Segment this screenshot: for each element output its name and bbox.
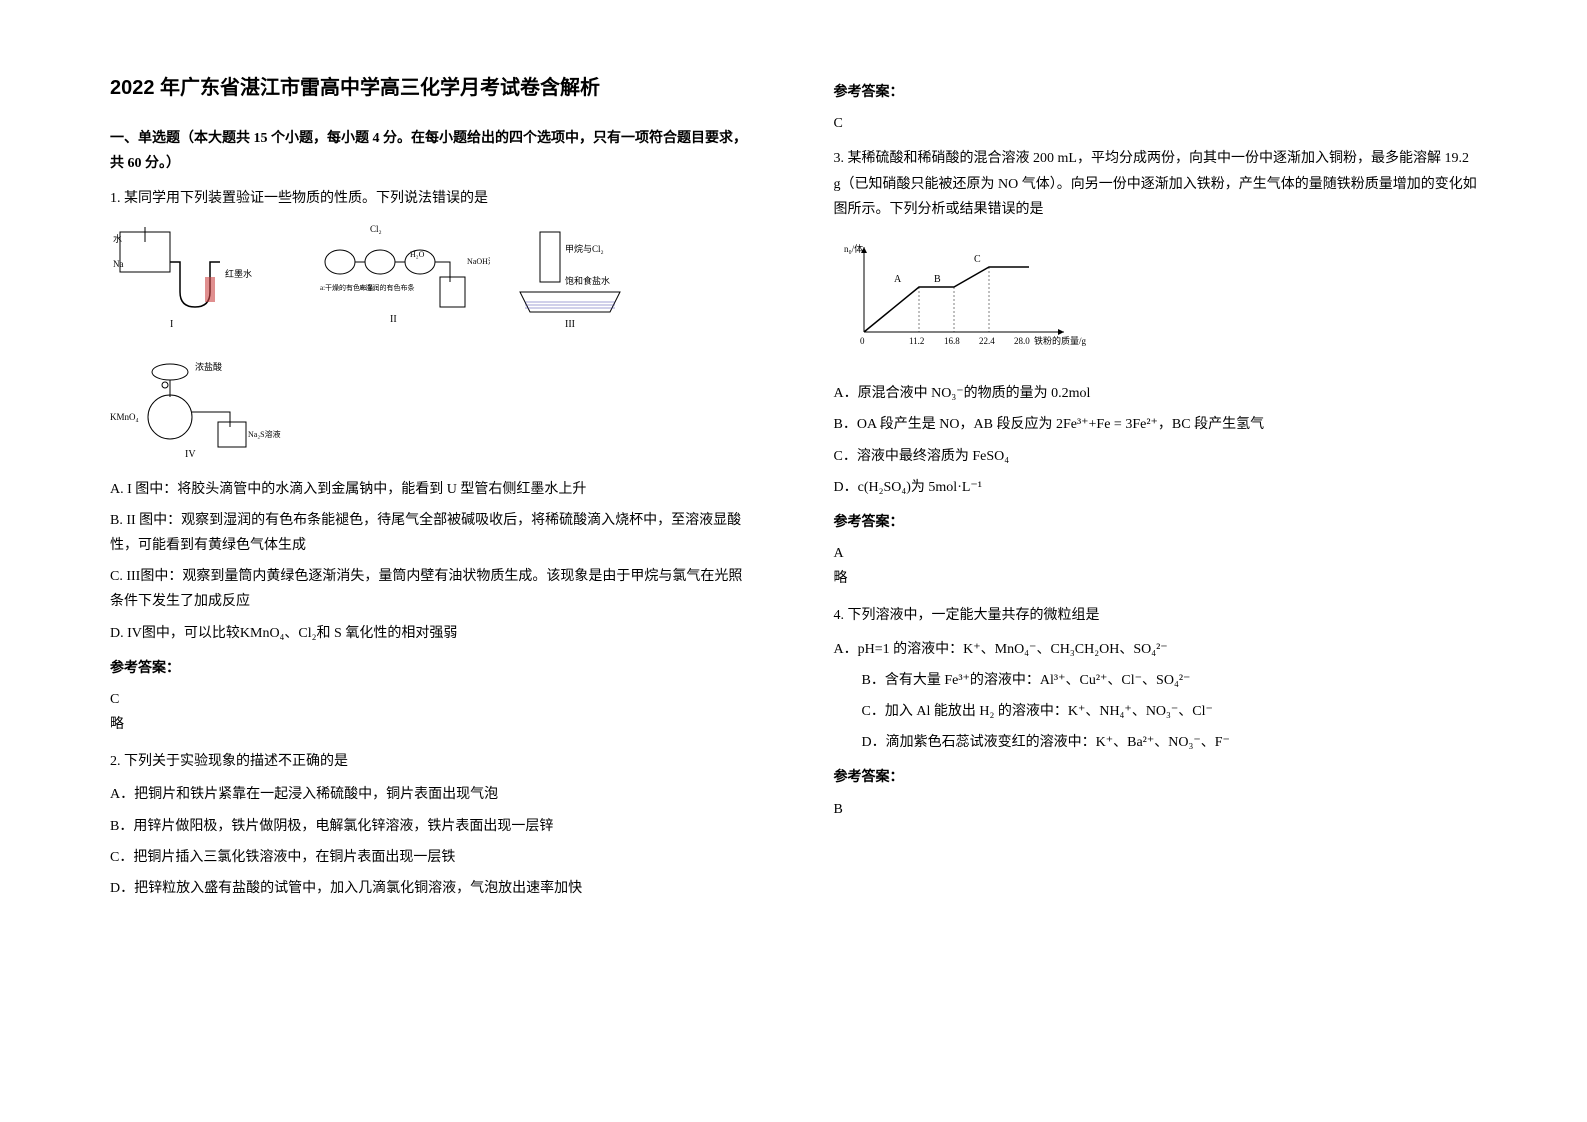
diagram-2: Cl₂ H₂O NaOH溶液 a:干燥的有色布条 b:湿润的有色布条 II <box>310 222 490 332</box>
q4-answer-label: 参考答案： <box>834 765 1478 790</box>
graph-ylabel: n₀/体 <box>844 243 863 254</box>
q2-optB: B．用锌片做阳极，铁片做阴极，电解氯化锌溶液，铁片表面出现一层锌 <box>110 814 754 839</box>
q1-optC: C. III图中：观察到量筒内黄绿色逐渐消失，量筒内壁有油状物质生成。该现象是由… <box>110 564 754 614</box>
q2-answer: C <box>834 111 1478 136</box>
q1-optD: D. IV图中，可以比较KMnO₄、Cl₂和 S 氧化性的相对强弱 <box>110 621 754 646</box>
section-header: 一、单选题（本大题共 15 个小题，每小题 4 分。在每小题给出的四个选项中，只… <box>110 126 754 176</box>
q3-graph-svg: n₀/体 A B C 0 11.2 16.8 22.4 28.0 铁粉的质量/g <box>834 232 1094 362</box>
q3-stem: 3. 某稀硫酸和稀硝酸的混合溶液 200 mL，平均分成两份，向其中一份中逐渐加… <box>834 146 1478 222</box>
graph-pointB: B <box>934 274 941 285</box>
label-water: 水 <box>113 233 122 244</box>
graph-xt1: 11.2 <box>909 336 924 346</box>
question-3: 3. 某稀硫酸和稀硝酸的混合溶液 200 mL，平均分成两份，向其中一份中逐渐加… <box>834 146 1478 591</box>
q2-optD: D．把锌粒放入盛有盐酸的试管中，加入几滴氯化铜溶液，气泡放出速率加快 <box>110 876 754 901</box>
question-2: 2. 下列关于实验现象的描述不正确的是 A．把铜片和铁片紧靠在一起浸入稀硫酸中，… <box>110 749 754 901</box>
graph-xt0: 0 <box>860 336 865 346</box>
q1-explain: 略 <box>110 712 754 737</box>
apparatus-1-svg: 水 Na 红墨水 I <box>110 222 290 332</box>
q4-optA: A．pH=1 的溶液中：K⁺、MnO₄⁻、CH₃CH₂OH、SO₄²⁻ <box>834 637 1478 662</box>
q1-optB: B. II 图中：观察到湿润的有色布条能褪色，待尾气全部被碱吸收后，将稀硫酸滴入… <box>110 508 754 558</box>
question-4: 4. 下列溶液中，一定能大量共存的微粒组是 A．pH=1 的溶液中：K⁺、MnO… <box>834 603 1478 821</box>
label-num4: IV <box>185 449 196 460</box>
label-num3: III <box>565 319 575 330</box>
label-num2: II <box>390 314 397 325</box>
q2-stem: 2. 下列关于实验现象的描述不正确的是 <box>110 749 754 774</box>
q1-answer-label: 参考答案： <box>110 656 754 681</box>
label-hcl: 浓盐酸 <box>195 361 222 372</box>
apparatus-3-svg: 甲烷与Cl₂ 饱和食盐水 III <box>510 222 690 332</box>
left-column: 2022 年广东省湛江市雷高中学高三化学月考试卷含解析 一、单选题（本大题共 1… <box>90 70 794 1082</box>
exam-title: 2022 年广东省湛江市雷高中学高三化学月考试卷含解析 <box>110 70 754 106</box>
q2-optC: C．把铜片插入三氯化铁溶液中，在铜片表面出现一层铁 <box>110 845 754 870</box>
label-na2s: Na₂S溶液 <box>248 429 281 439</box>
q1-optA: A. I 图中：将胶头滴管中的水滴入到金属钠中，能看到 U 型管右侧红墨水上升 <box>110 477 754 502</box>
graph-xt3: 22.4 <box>979 336 995 346</box>
diagram-3: 甲烷与Cl₂ 饱和食盐水 III <box>510 222 690 332</box>
apparatus-4-svg: 浓盐酸 KMnO₄ Na₂S溶液 IV <box>110 352 290 462</box>
graph-xt4: 28.0 <box>1014 336 1030 346</box>
graph-xlabel: 铁粉的质量/g <box>1034 335 1087 346</box>
q3-answer-label: 参考答案： <box>834 510 1478 535</box>
question-1: 1. 某同学用下列装置验证一些物质的性质。下列说法错误的是 水 Na 红墨水 I… <box>110 186 754 737</box>
q3-graph: n₀/体 A B C 0 11.2 16.8 22.4 28.0 铁粉的质量/g <box>834 232 1478 371</box>
label-b: b:湿润的有色布条 <box>360 283 414 292</box>
q4-optB: B．含有大量 Fe³⁺的溶液中：Al³⁺、Cu²⁺、Cl⁻、SO₄²⁻ <box>862 668 1478 693</box>
q3-optD: D．c(H₂SO₄)为 5mol·L⁻¹ <box>834 475 1478 500</box>
label-cl2: Cl₂ <box>370 224 382 234</box>
q1-answer: C <box>110 687 754 712</box>
graph-pointA: A <box>894 274 902 285</box>
q4-answer: B <box>834 797 1478 822</box>
diagram-1: 水 Na 红墨水 I <box>110 222 290 332</box>
q3-optA: A．原混合液中 NO₃⁻的物质的量为 0.2mol <box>834 381 1478 406</box>
label-num1: I <box>170 319 173 330</box>
q1-diagrams: 水 Na 红墨水 I Cl₂ H₂O <box>110 222 754 462</box>
q3-answer: A <box>834 541 1478 566</box>
diagram-4: 浓盐酸 KMnO₄ Na₂S溶液 IV <box>110 352 290 462</box>
graph-xt2: 16.8 <box>944 336 960 346</box>
q3-explain: 略 <box>834 566 1478 591</box>
right-column: 参考答案： C 3. 某稀硫酸和稀硝酸的混合溶液 200 mL，平均分成两份，向… <box>794 70 1498 1082</box>
label-na: Na <box>113 259 124 269</box>
q4-optC: C．加入 Al 能放出 H₂ 的溶液中：K⁺、NH₄⁺、NO₃⁻、Cl⁻ <box>862 699 1478 724</box>
label-kmno4: KMnO₄ <box>110 412 139 422</box>
q3-optC: C．溶液中最终溶质为 FeSO₄ <box>834 444 1478 469</box>
apparatus-2-svg: Cl₂ H₂O NaOH溶液 a:干燥的有色布条 b:湿润的有色布条 II <box>310 222 490 332</box>
label-salt: 饱和食盐水 <box>565 275 610 286</box>
label-ink: 红墨水 <box>225 268 252 279</box>
q4-stem: 4. 下列溶液中，一定能大量共存的微粒组是 <box>834 603 1478 628</box>
graph-pointC: C <box>974 254 981 265</box>
q4-optD: D．滴加紫色石蕊试液变红的溶液中：K⁺、Ba²⁺、NO₃⁻、F⁻ <box>862 730 1478 755</box>
label-h2o: H₂O <box>410 250 425 259</box>
label-naoh: NaOH溶液 <box>467 256 490 266</box>
q2-answer-label: 参考答案： <box>834 80 1478 105</box>
label-ch4cl2: 甲烷与Cl₂ <box>565 243 604 254</box>
q1-stem: 1. 某同学用下列装置验证一些物质的性质。下列说法错误的是 <box>110 186 754 211</box>
q3-optB: B．OA 段产生是 NO，AB 段反应为 2Fe³⁺+Fe = 3Fe²⁺，BC… <box>834 412 1478 437</box>
q2-optA: A．把铜片和铁片紧靠在一起浸入稀硫酸中，铜片表面出现气泡 <box>110 782 754 807</box>
